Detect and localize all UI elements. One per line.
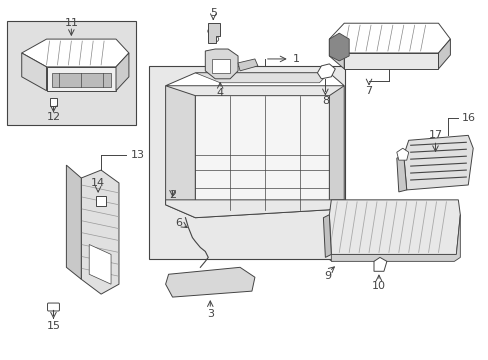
Polygon shape — [396, 155, 406, 192]
Polygon shape — [328, 86, 344, 210]
Text: 14: 14 — [91, 178, 105, 188]
Circle shape — [244, 71, 250, 77]
Circle shape — [332, 139, 335, 142]
Polygon shape — [21, 39, 129, 67]
Polygon shape — [373, 257, 386, 271]
Text: 9: 9 — [323, 271, 330, 281]
Circle shape — [213, 37, 218, 41]
Circle shape — [207, 29, 212, 33]
Circle shape — [182, 215, 188, 221]
Polygon shape — [238, 59, 257, 71]
Circle shape — [328, 254, 335, 261]
Polygon shape — [66, 165, 81, 279]
Polygon shape — [317, 64, 335, 79]
Polygon shape — [396, 148, 408, 160]
Text: 17: 17 — [427, 130, 442, 140]
Text: 7: 7 — [365, 86, 372, 96]
Polygon shape — [195, 96, 328, 218]
Text: 3: 3 — [206, 309, 213, 319]
Bar — [49, 98, 57, 105]
Polygon shape — [328, 200, 459, 255]
Polygon shape — [195, 73, 328, 83]
Text: 2: 2 — [169, 190, 176, 200]
Polygon shape — [331, 215, 459, 261]
Text: 13: 13 — [131, 150, 144, 160]
Text: 1: 1 — [292, 54, 300, 64]
Circle shape — [323, 70, 326, 74]
Polygon shape — [89, 244, 111, 284]
Polygon shape — [403, 135, 472, 190]
Circle shape — [400, 154, 403, 157]
Circle shape — [180, 196, 186, 203]
Polygon shape — [81, 170, 119, 294]
Polygon shape — [46, 67, 116, 91]
Polygon shape — [165, 267, 254, 297]
Polygon shape — [165, 73, 344, 86]
Ellipse shape — [179, 279, 191, 286]
Text: 10: 10 — [371, 281, 385, 291]
Text: 12: 12 — [46, 112, 61, 122]
Polygon shape — [165, 200, 344, 218]
Bar — [96, 196, 106, 206]
Polygon shape — [51, 73, 111, 87]
Text: 4: 4 — [216, 88, 224, 98]
Circle shape — [330, 136, 338, 144]
Polygon shape — [344, 53, 438, 69]
Text: 15: 15 — [46, 321, 61, 331]
Polygon shape — [438, 39, 449, 69]
Text: 5: 5 — [209, 8, 216, 18]
Polygon shape — [328, 33, 348, 61]
Polygon shape — [323, 215, 331, 257]
Polygon shape — [328, 23, 449, 53]
Text: 6: 6 — [175, 218, 182, 228]
Bar — [7, 21, 136, 125]
Text: 11: 11 — [64, 18, 78, 28]
Polygon shape — [205, 49, 238, 79]
Polygon shape — [21, 53, 46, 91]
Circle shape — [177, 114, 180, 117]
Polygon shape — [208, 23, 220, 43]
Circle shape — [174, 112, 182, 120]
Polygon shape — [328, 39, 344, 69]
Polygon shape — [116, 53, 129, 91]
Ellipse shape — [199, 279, 211, 286]
Circle shape — [376, 262, 380, 266]
Ellipse shape — [219, 279, 231, 286]
Text: 16: 16 — [461, 113, 475, 123]
Text: 8: 8 — [321, 96, 328, 105]
Bar — [148, 66, 345, 260]
Circle shape — [335, 44, 343, 52]
Polygon shape — [212, 59, 230, 73]
Polygon shape — [165, 86, 195, 218]
FancyBboxPatch shape — [47, 303, 60, 311]
